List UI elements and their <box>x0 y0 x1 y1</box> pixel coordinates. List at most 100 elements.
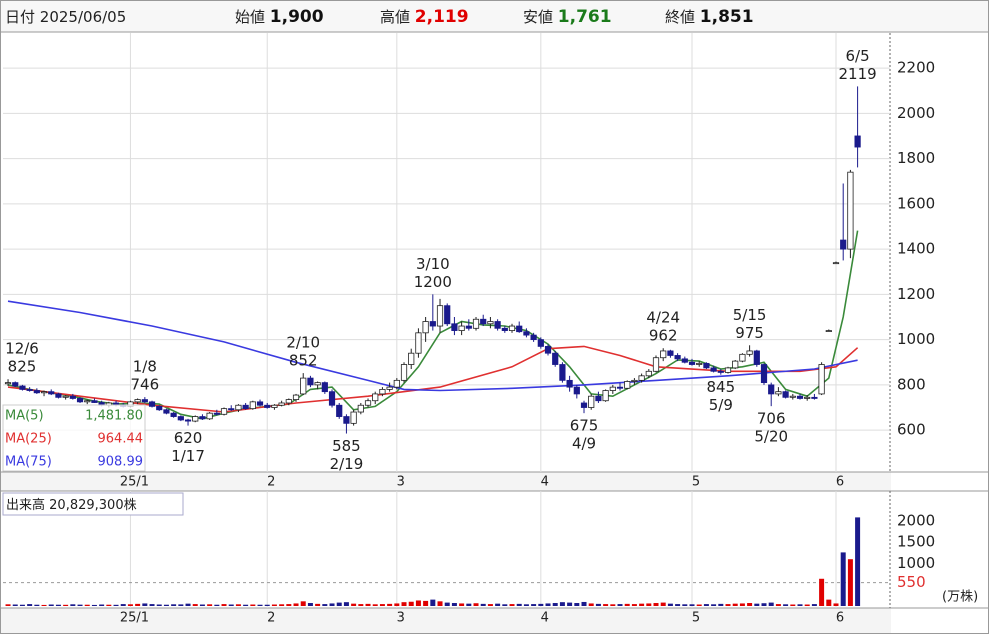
volume-bar <box>34 604 40 606</box>
candle-body <box>242 404 249 410</box>
candle-body <box>422 321 429 334</box>
x-tick-label: 6 <box>836 611 844 626</box>
candle-body <box>321 382 328 393</box>
legend-box <box>2 404 146 472</box>
volume-bar <box>372 604 378 606</box>
candle-body <box>350 411 357 424</box>
candle-body <box>638 375 645 381</box>
y-tick-label: 800 <box>897 375 926 393</box>
candle-body <box>465 325 472 329</box>
x-tick-label: 5 <box>692 475 700 490</box>
header-item: 始値 1,900 <box>235 7 324 27</box>
volume-title-box <box>2 492 184 516</box>
volume-bar <box>847 559 853 606</box>
volume-bar <box>768 602 774 606</box>
candle-body <box>804 396 811 399</box>
volume-bar <box>711 604 717 606</box>
candle-body <box>616 386 624 389</box>
candle-body <box>602 390 609 402</box>
candle-body <box>364 400 372 406</box>
x-tick-label: 3 <box>397 475 405 490</box>
candle-body <box>19 385 26 390</box>
volume-bar <box>156 604 162 606</box>
candle-body <box>184 419 192 422</box>
volume-bar <box>653 603 659 606</box>
volume-bar <box>473 603 479 606</box>
volume-bar <box>19 604 25 606</box>
legend-name: MA(5) <box>5 409 44 424</box>
volume-bar <box>307 603 313 606</box>
candle-body <box>213 412 220 415</box>
legend-name: MA(25) <box>5 432 52 447</box>
header-bar <box>1 1 988 32</box>
volume-bar <box>99 604 105 606</box>
candle-body <box>652 357 660 372</box>
annotation-value: 620 <box>174 429 203 447</box>
volume-bar <box>451 603 457 606</box>
volume-bar <box>322 604 328 606</box>
x-tick-label: 25/1 <box>120 475 149 490</box>
volume-bar <box>207 604 213 606</box>
header-value: 2,119 <box>415 7 469 27</box>
volume-bar <box>804 604 810 606</box>
candle-body <box>818 364 825 395</box>
header-value: 1,900 <box>270 7 324 27</box>
volume-bar <box>574 603 580 606</box>
candle-body <box>444 305 451 325</box>
reference-label: 550 <box>897 573 926 591</box>
volume-bar <box>552 603 558 606</box>
volume-bar <box>617 604 623 606</box>
y-tick-label: 1400 <box>897 240 935 258</box>
candle-body <box>55 393 62 398</box>
candle-body <box>696 362 703 365</box>
candle-body <box>408 352 415 365</box>
candle-body <box>516 325 523 333</box>
volume-bar <box>523 604 529 606</box>
volume-bar <box>423 600 429 606</box>
candle-body <box>508 325 516 331</box>
volume-bar <box>595 603 601 606</box>
candle-body <box>732 360 739 369</box>
candle-body <box>206 412 213 420</box>
volume-bar <box>135 603 141 606</box>
volume-bar <box>826 599 832 606</box>
volume-bar <box>48 604 54 606</box>
candle-body <box>400 364 408 381</box>
volume-bar <box>315 603 321 606</box>
volume-bar <box>343 602 349 606</box>
candle-body <box>624 381 631 389</box>
header-item: 高値 2,119 <box>380 7 469 27</box>
volume-bar <box>70 604 76 606</box>
volume-bar <box>703 604 709 606</box>
candle-body <box>674 355 681 360</box>
candle-body <box>264 404 271 408</box>
volume-bar <box>415 600 421 606</box>
candle-body <box>760 364 768 384</box>
candle-body <box>134 399 141 403</box>
legend-value: 964.44 <box>98 432 144 447</box>
volume-bar <box>624 603 630 606</box>
volume-bar <box>55 604 61 606</box>
annotation-date: 1/17 <box>171 447 205 465</box>
ma-line <box>7 300 858 392</box>
volume-bar <box>12 604 18 606</box>
volume-bar <box>437 601 443 606</box>
candle-body <box>249 401 256 410</box>
volume-bar <box>113 604 119 606</box>
candle-body <box>458 325 465 331</box>
annotation-date: 3/10 <box>416 255 450 273</box>
candle-body <box>163 409 170 414</box>
candle-body <box>595 395 602 402</box>
candle-body <box>739 353 746 362</box>
candle-body <box>256 401 264 406</box>
candle-body <box>12 382 19 387</box>
candle-body <box>278 402 285 406</box>
candle-body <box>847 171 854 250</box>
volume-bar <box>185 603 191 606</box>
header-date: 日付 2025/06/05 <box>5 8 126 26</box>
candle-body <box>199 416 206 420</box>
candle-body <box>768 384 775 395</box>
volume-bar <box>631 604 637 606</box>
candle-body <box>681 358 688 363</box>
